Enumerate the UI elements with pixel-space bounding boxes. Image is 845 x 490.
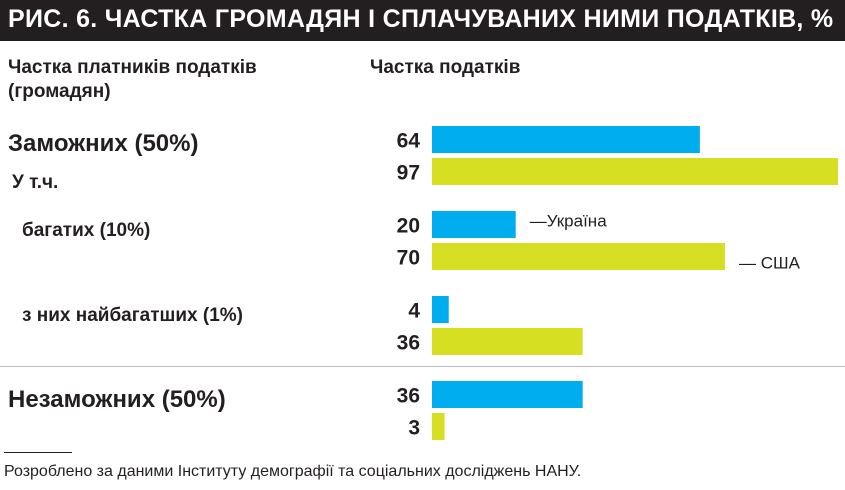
- chart-title: РИС. 6. ЧАСТКА ГРОМАДЯН І СПЛАЧУВАНИХ НИ…: [8, 5, 834, 33]
- value-label-ukraine-poor: 36: [397, 385, 420, 408]
- bar-ukraine-rich: [432, 211, 516, 238]
- legend-label-ukraine: —Україна: [530, 212, 607, 231]
- section-divider: [0, 366, 845, 367]
- bar-usa-richest: [432, 328, 583, 355]
- bar-usa-wealthy: [432, 158, 838, 185]
- bar-ukraine-poor: [432, 381, 583, 408]
- value-label-usa-rich: 70: [397, 247, 420, 270]
- bar-usa-poor: [432, 413, 445, 440]
- left-column-header: Частка платників податків (громадян): [8, 56, 257, 104]
- category-label-richest: з них найбагатших (1%): [22, 305, 244, 326]
- value-label-usa-wealthy: 97: [397, 162, 420, 185]
- subgroup-label: У т.ч.: [12, 172, 59, 193]
- footnote-rule: [4, 452, 72, 453]
- value-label-ukraine-wealthy: 64: [397, 130, 421, 153]
- legend-label-usa: — США: [739, 254, 801, 273]
- bar-ukraine-richest: [432, 296, 449, 323]
- category-label-wealthy: Заможних (50%): [8, 130, 199, 157]
- category-label-poor: Незаможних (50%): [8, 386, 226, 413]
- title-bar: РИС. 6. ЧАСТКА ГРОМАДЯН І СПЛАЧУВАНИХ НИ…: [0, 0, 845, 41]
- bar-usa-rich: [432, 243, 725, 270]
- bar-ukraine-wealthy: [432, 126, 700, 153]
- value-label-ukraine-rich: 20: [397, 215, 420, 238]
- left-header-line-2: (громадян): [8, 81, 111, 102]
- category-label-rich: багатих (10%): [22, 220, 151, 241]
- value-label-usa-richest: 36: [397, 332, 420, 355]
- left-header-line-1: Частка платників податків: [8, 57, 257, 78]
- source-note: Розроблено за даними Інституту демографі…: [4, 463, 582, 480]
- value-label-ukraine-richest: 4: [408, 300, 420, 323]
- right-column-header: Частка податків: [370, 57, 521, 78]
- value-label-usa-poor: 3: [408, 417, 420, 440]
